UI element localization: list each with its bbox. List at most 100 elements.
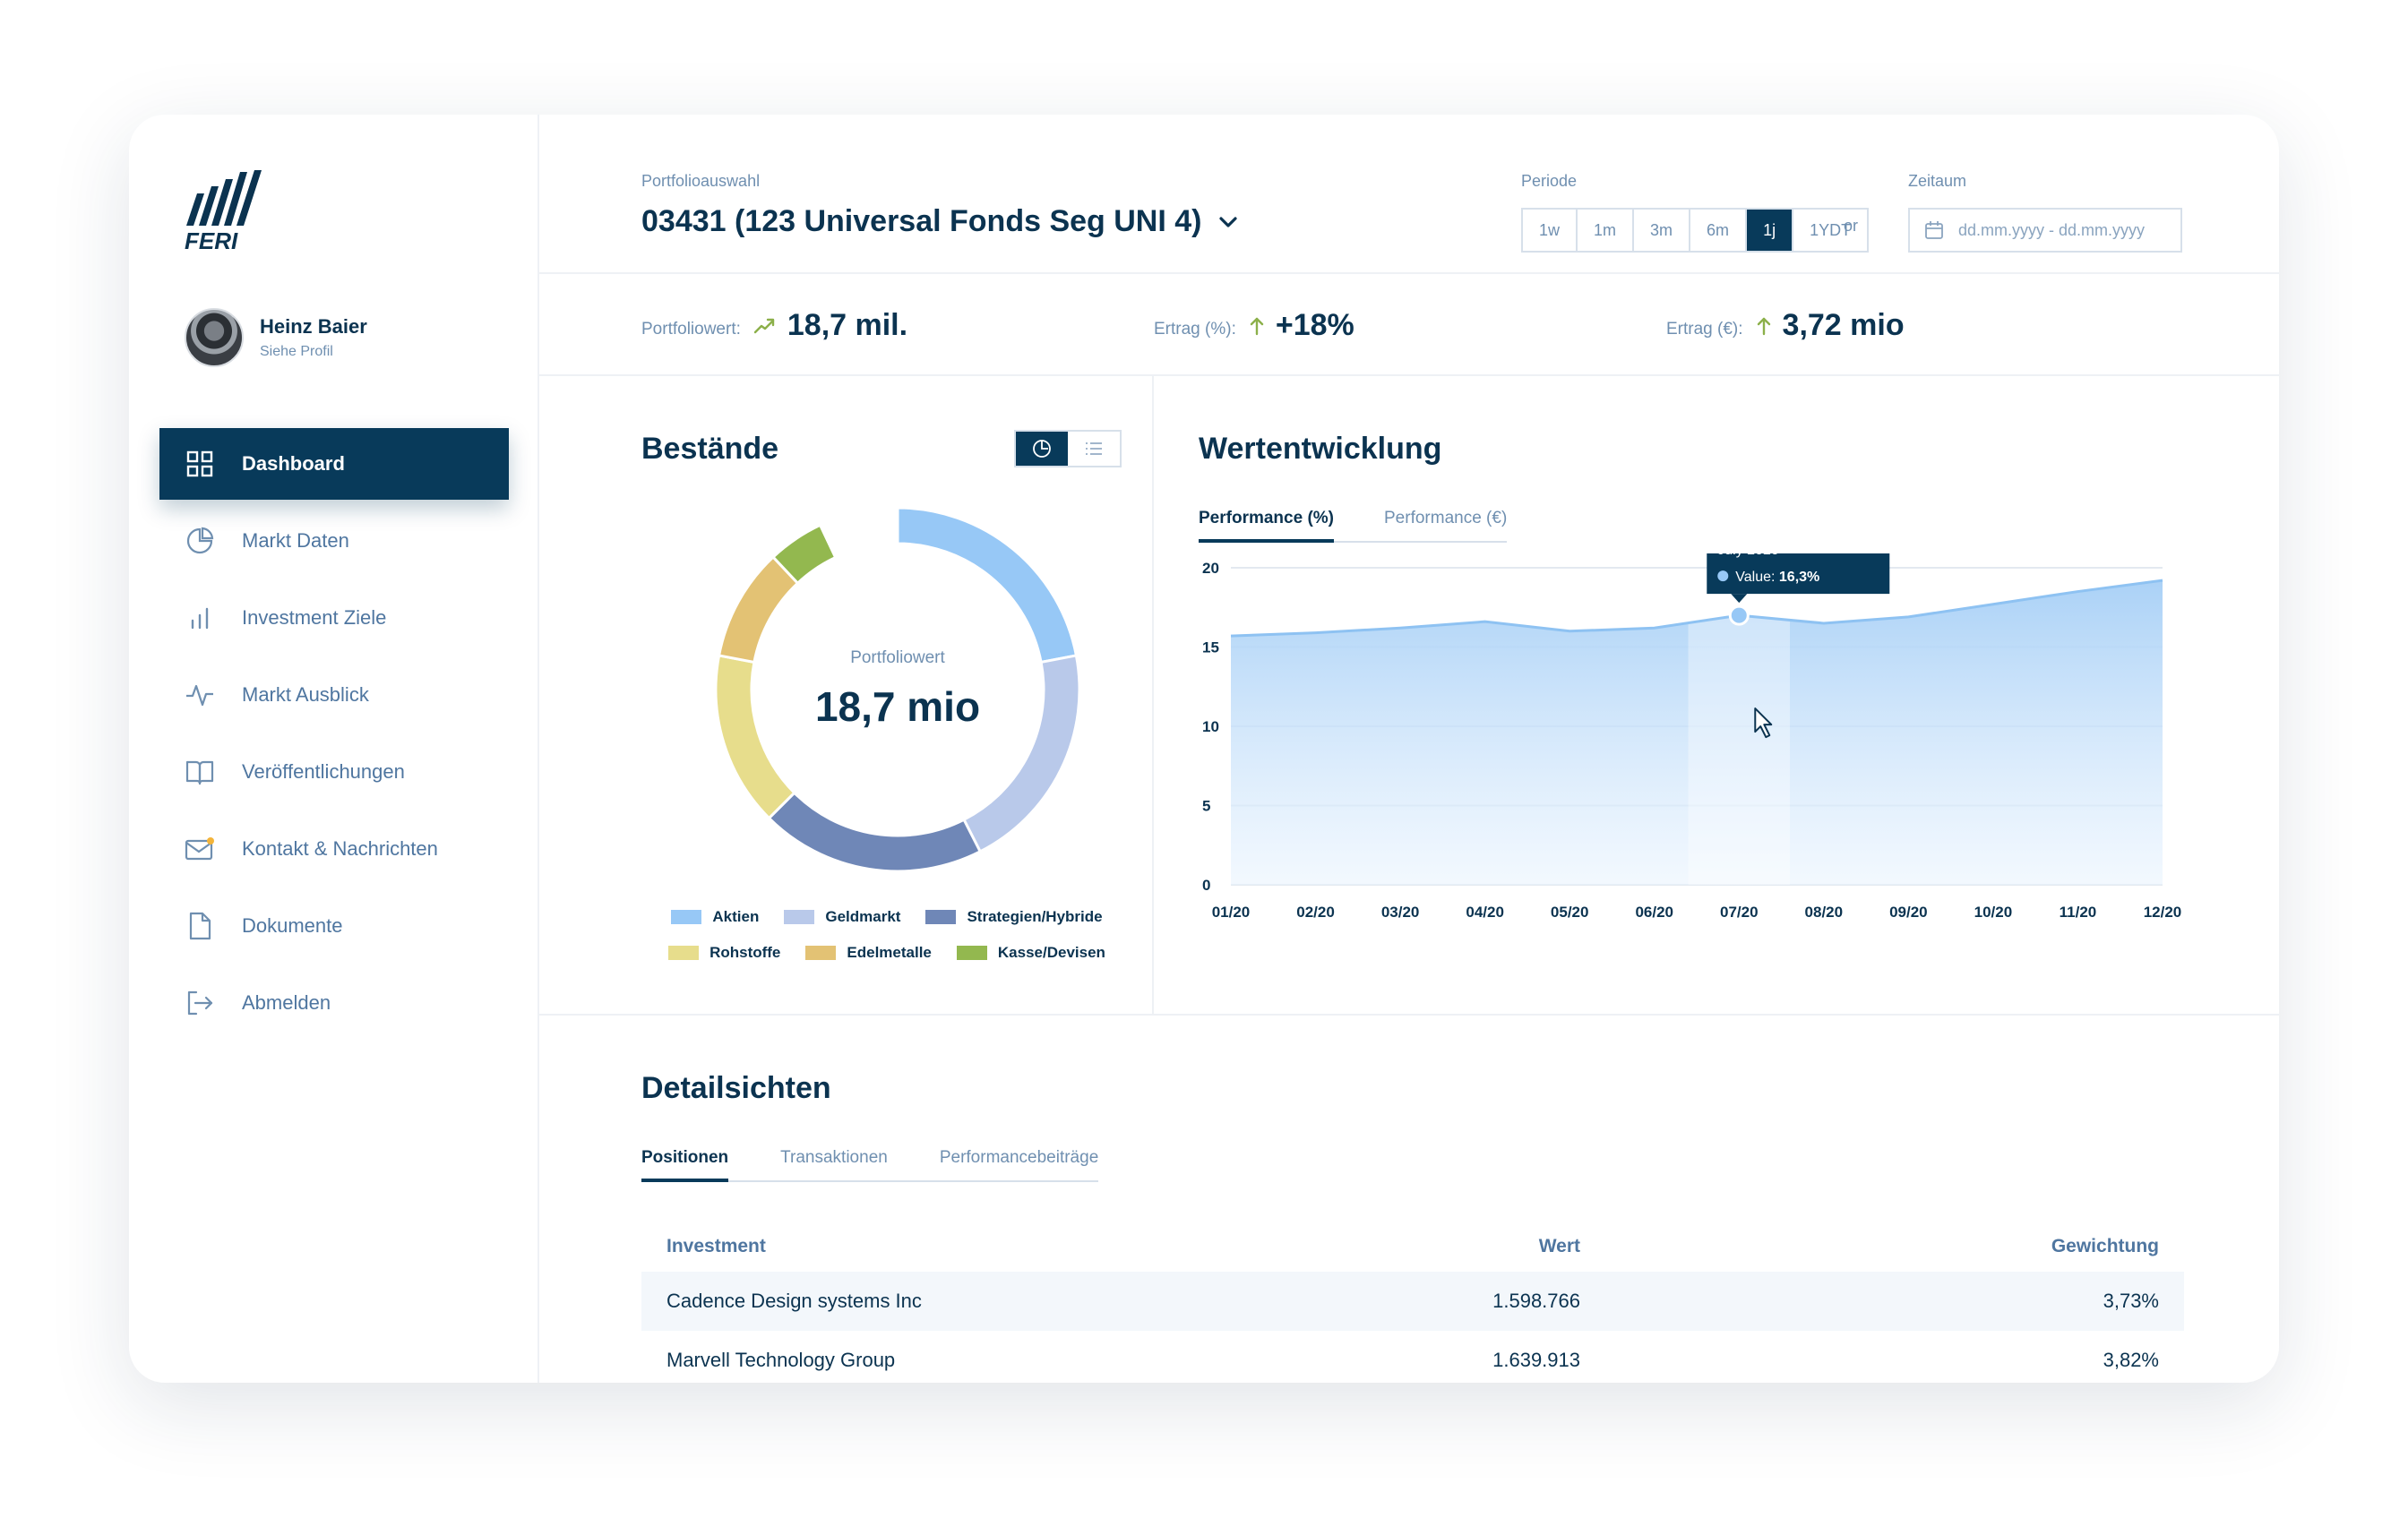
data-point-highlight[interactable] — [1728, 604, 1750, 626]
logo-wordmark: FERI — [185, 227, 238, 253]
sidebar-item-veroeffentlichungen[interactable]: Veröffentlichungen — [159, 736, 509, 808]
legend-label: Aktien — [712, 908, 760, 925]
list-view-button[interactable] — [1068, 432, 1120, 466]
legend-label: Edelmetalle — [847, 944, 932, 961]
cell-gewichtung: 3,73% — [2103, 1290, 2159, 1312]
y-tick-label: 0 — [1202, 877, 1210, 894]
kpi-label: Ertrag (%): — [1154, 319, 1236, 339]
kpi-value: 18,7 mil. — [787, 308, 908, 342]
col-investment[interactable]: Investment — [666, 1236, 766, 1256]
main-content: Portfolioauswahl 03431 (123 Universal Fo… — [539, 115, 2279, 1383]
logout-icon — [185, 988, 215, 1018]
feri-logo[interactable]: FERI — [183, 170, 281, 257]
sidebar-item-label: Markt Daten — [242, 529, 349, 552]
chart-view-button[interactable] — [1016, 432, 1068, 466]
date-range-input[interactable]: dd.mm.yyyy - dd.mm.yyyy — [1908, 208, 2182, 253]
donut-center-label: Portfoliowert — [850, 648, 945, 667]
tab-performancebeitraege[interactable]: Performancebeiträge — [939, 1148, 1099, 1167]
legend-swatch — [925, 910, 957, 924]
series-line — [1230, 579, 2163, 638]
legend-swatch — [956, 946, 987, 960]
performance-chart: 0 5 10 15 20 01/20 02/20 03/20 04/20 05/20 06/20 07… — [1202, 553, 2181, 921]
sidebar-item-label: Abmelden — [242, 991, 331, 1014]
table-row[interactable]: Cadence Design systems Inc 1.598.766 3,7… — [641, 1272, 2184, 1331]
topbar: Portfolioauswahl 03431 (123 Universal Fo… — [539, 115, 2279, 274]
sidebar-item-kontakt[interactable]: Kontakt & Nachrichten — [159, 813, 509, 885]
tab-performance-pct[interactable]: Performance (%) — [1199, 509, 1334, 543]
section-divider — [1152, 376, 1154, 1014]
document-icon — [185, 911, 215, 941]
legend-item-rohstoffe: Rohstoffe — [668, 944, 780, 962]
avatar[interactable] — [185, 308, 244, 367]
profile-link[interactable]: Siehe Profil — [260, 344, 333, 359]
tab-transaktionen[interactable]: Transaktionen — [780, 1148, 888, 1167]
portfolio-value: 03431 (123 Universal Fonds Seg UNI 4) — [641, 204, 1202, 238]
sidebar-item-investment-ziele[interactable]: Investment Ziele — [159, 582, 509, 654]
list-icon — [1086, 442, 1102, 455]
arrow-up-icon — [1250, 317, 1264, 335]
period-1m[interactable]: 1m — [1578, 210, 1635, 251]
legend-item-edelmetalle: Edelmetalle — [805, 944, 932, 962]
col-gewichtung[interactable]: Gewichtung — [2051, 1236, 2159, 1256]
portfolio-label: Portfolioauswahl — [641, 172, 761, 190]
sidebar-item-dashboard[interactable]: Dashboard — [159, 428, 509, 500]
section-divider — [539, 1014, 2279, 1016]
sidebar-item-label: Kontakt & Nachrichten — [242, 837, 438, 860]
x-tick-label: 11/20 — [2060, 904, 2097, 921]
chart-tooltip: July 2020 Value: 16,3% — [1707, 553, 1890, 604]
x-tick-label: 08/20 — [1805, 904, 1844, 921]
tab-positionen[interactable]: Positionen — [641, 1148, 729, 1182]
detailsichten-title: Detailsichten — [641, 1071, 831, 1105]
positions-table: Investment Wert Gewichtung Cadence Desig… — [641, 1222, 2184, 1383]
legend-swatch — [784, 910, 815, 924]
sidebar-item-markt-ausblick[interactable]: Markt Ausblick — [159, 659, 509, 731]
sidebar-item-label: Markt Ausblick — [242, 683, 369, 706]
period-6m[interactable]: 6m — [1690, 210, 1748, 251]
mail-icon — [185, 834, 215, 864]
legend-swatch — [671, 910, 702, 924]
sidebar-nav: Dashboard Markt Daten Investment Ziele M… — [159, 428, 509, 1044]
table-header: Investment Wert Gewichtung — [641, 1222, 2184, 1272]
arrow-up-icon — [1757, 317, 1770, 335]
sidebar-item-markt-daten[interactable]: Markt Daten — [159, 505, 509, 577]
hover-band — [1688, 615, 1790, 885]
period-3m[interactable]: 3m — [1634, 210, 1691, 251]
x-tick-label: 02/20 — [1296, 904, 1335, 921]
legend-label: Strategien/Hybride — [967, 908, 1103, 925]
sidebar-item-abmelden[interactable]: Abmelden — [159, 967, 509, 1039]
app-window: FERI Heinz Baier Siehe Profil Dashboard — [129, 115, 2279, 1383]
x-tick-label: 07/20 — [1720, 904, 1759, 921]
sidebar-item-dokumente[interactable]: Dokumente — [159, 890, 509, 962]
zeitraum-label: Zeitaum — [1908, 172, 1967, 190]
tab-performance-eur[interactable]: Performance (€) — [1384, 509, 1508, 527]
period-1ydt[interactable]: 1YDT — [1810, 220, 1852, 239]
kpi-label: Ertrag (€): — [1666, 319, 1743, 339]
cell-wert: 1.598.766 — [1492, 1290, 1580, 1312]
x-tick-label: 05/20 — [1551, 904, 1589, 921]
bestaende-title: Bestände — [641, 432, 779, 466]
donut-center-value: 18,7 mio — [814, 683, 981, 730]
donut-legend: Aktien Geldmarkt Strategien/Hybride Rohs… — [636, 908, 1138, 980]
detail-tabs: Positionen Transaktionen Performancebeit… — [641, 1148, 1099, 1182]
kpi-bar: Portfoliowert: 18,7 mil. Ertrag (%): +18… — [539, 276, 2279, 376]
period-1j[interactable]: 1j — [1747, 210, 1794, 251]
col-wert[interactable]: Wert — [1538, 1236, 1580, 1256]
y-tick-label: 20 — [1202, 560, 1219, 577]
pie-icon — [185, 526, 215, 556]
period-1w[interactable]: 1w — [1523, 210, 1578, 251]
donut-segment-kasse-devisen[interactable] — [770, 523, 838, 586]
kpi-value: 3,72 mio — [1782, 308, 1905, 342]
view-toggle — [1014, 430, 1122, 467]
tooltip-title: July 2020 — [1717, 553, 1779, 558]
mouse-cursor-icon — [1754, 707, 1773, 739]
x-tick-label: 06/20 — [1635, 904, 1673, 921]
x-tick-label: 03/20 — [1381, 904, 1420, 921]
table-row[interactable]: Marvell Technology Group 1.639.913 3,82% — [641, 1331, 2184, 1383]
cell-wert: 1.639.913 — [1492, 1349, 1580, 1371]
y-tick-label: 5 — [1202, 798, 1210, 815]
user-profile[interactable]: Heinz Baier Siehe Profil — [185, 308, 367, 367]
grid-icon — [185, 449, 215, 479]
legend-label: Kasse/Devisen — [997, 944, 1105, 961]
donut-center: Portfoliowert 18,7 mio — [710, 502, 1086, 878]
portfolio-select[interactable]: 03431 (123 Universal Fonds Seg UNI 4) — [641, 204, 1239, 239]
